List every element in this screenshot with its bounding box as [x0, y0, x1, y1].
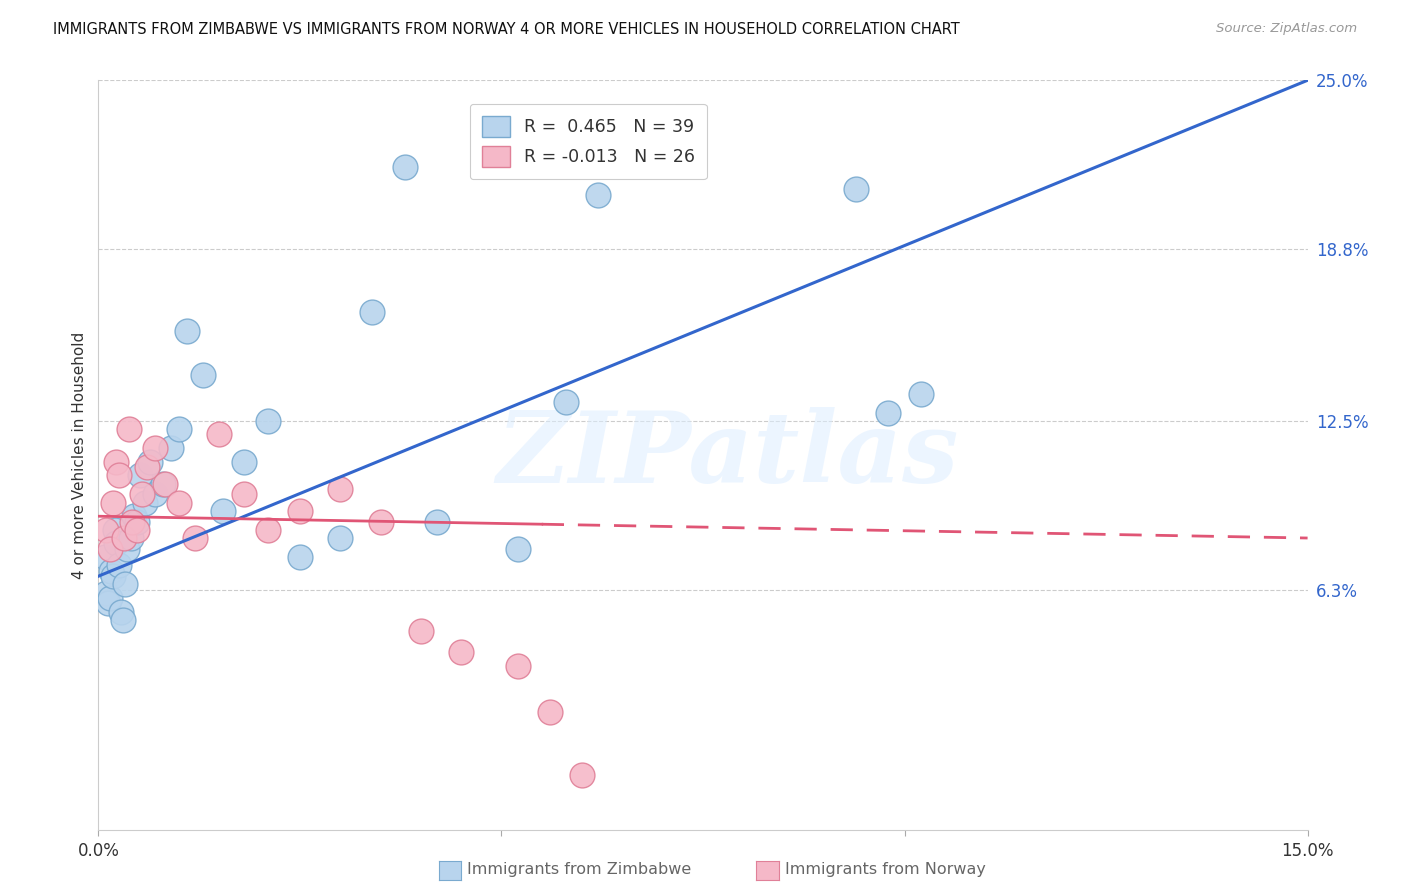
Point [193, 368, 215, 382]
Point [288, 504, 311, 518]
Point [426, 515, 449, 529]
Point [910, 386, 932, 401]
Point [96, 523, 118, 537]
Point [105, 455, 128, 469]
Point [129, 468, 152, 483]
Point [114, 577, 136, 591]
Point [107, 558, 129, 573]
Point [394, 161, 416, 175]
Point [127, 515, 149, 529]
Point [256, 523, 278, 537]
Point [117, 541, 139, 556]
Point [139, 455, 162, 469]
Point [152, 476, 174, 491]
Legend: R =  0.465   N = 39, R = -0.013   N = 26: R = 0.465 N = 39, R = -0.013 N = 26 [470, 104, 707, 179]
Point [176, 324, 198, 338]
Point [256, 414, 278, 428]
Point [112, 531, 135, 545]
Point [143, 441, 166, 455]
Point [208, 427, 231, 442]
Point [184, 531, 207, 545]
Point [134, 495, 156, 509]
Point [329, 482, 352, 496]
Text: Source: ZipAtlas.com: Source: ZipAtlas.com [1216, 22, 1357, 36]
Point [131, 487, 153, 501]
Point [232, 487, 254, 501]
Point [94, 550, 117, 565]
Point [167, 422, 190, 436]
Point [110, 605, 132, 619]
Point [586, 187, 609, 202]
Point [361, 305, 384, 319]
Point [329, 531, 352, 545]
Point [100, 564, 122, 578]
Point [288, 550, 311, 565]
Point [555, 394, 578, 409]
Point [212, 504, 235, 518]
Point [98, 591, 121, 605]
Point [571, 768, 593, 782]
Text: ZIPatlas: ZIPatlas [496, 407, 959, 503]
Point [160, 441, 183, 455]
Text: IMMIGRANTS FROM ZIMBABWE VS IMMIGRANTS FROM NORWAY 4 OR MORE VEHICLES IN HOUSEHO: IMMIGRANTS FROM ZIMBABWE VS IMMIGRANTS F… [53, 22, 960, 37]
Point [877, 406, 900, 420]
Point [97, 596, 120, 610]
Point [120, 531, 142, 545]
Point [108, 468, 131, 483]
Point [845, 182, 868, 196]
Point [506, 541, 529, 556]
Point [450, 645, 472, 659]
Point [103, 523, 125, 537]
Text: Immigrants from Norway: Immigrants from Norway [785, 863, 986, 877]
Point [143, 487, 166, 501]
Point [101, 495, 124, 509]
Point [96, 585, 118, 599]
Point [101, 569, 124, 583]
Point [370, 515, 392, 529]
Y-axis label: 4 or more Vehicles in Household: 4 or more Vehicles in Household [72, 331, 87, 579]
Point [232, 455, 254, 469]
Point [409, 624, 432, 638]
Point [121, 515, 143, 529]
Point [153, 476, 176, 491]
Point [135, 460, 157, 475]
Point [538, 706, 561, 720]
Point [506, 659, 529, 673]
Point [111, 613, 134, 627]
Point [122, 509, 145, 524]
Text: Immigrants from Zimbabwe: Immigrants from Zimbabwe [467, 863, 690, 877]
Point [118, 422, 141, 436]
Point [105, 536, 128, 550]
Point [167, 495, 190, 509]
Point [127, 523, 149, 537]
Point [98, 541, 121, 556]
